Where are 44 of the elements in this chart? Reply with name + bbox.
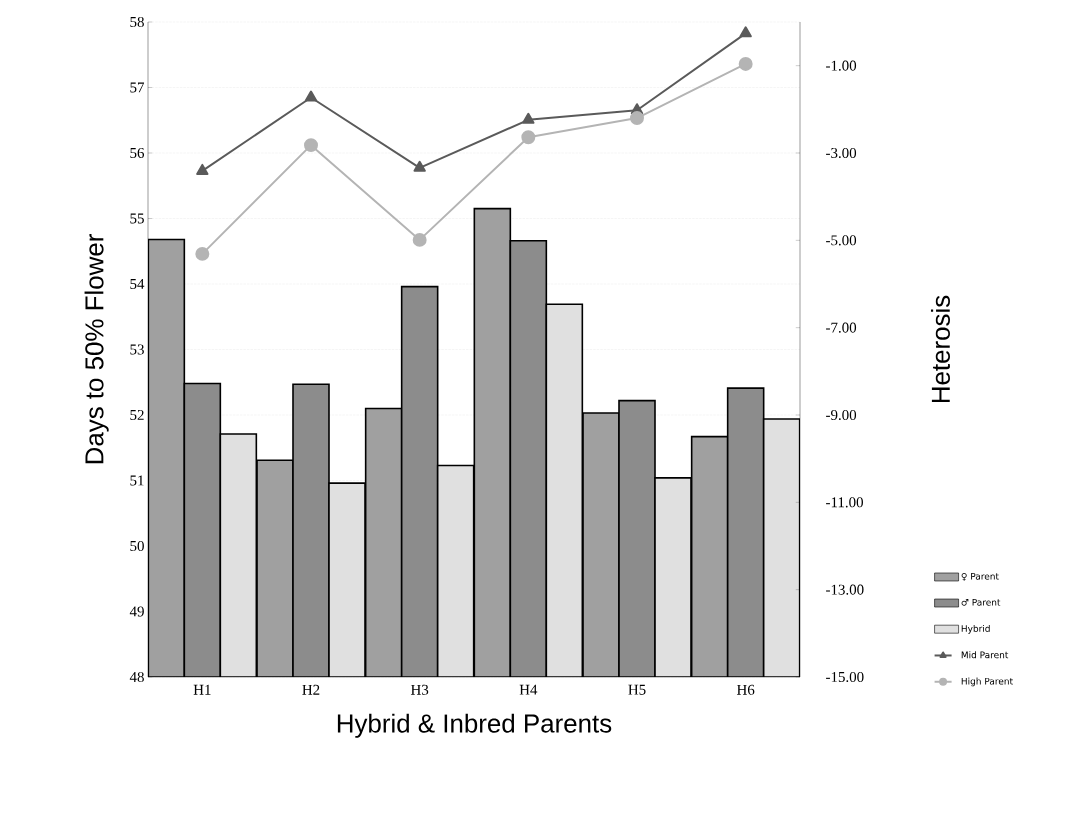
y2-tick-label: -7.00 bbox=[826, 322, 857, 333]
y2-tick-label: -3.00 bbox=[826, 147, 857, 159]
point bbox=[412, 232, 427, 247]
legend-label: ♀ Parent bbox=[961, 572, 999, 581]
y2-axis-title: Heterosis bbox=[930, 295, 950, 403]
y2-tick-label: -13.00 bbox=[826, 584, 864, 595]
legend-label: ♂ Parent bbox=[961, 599, 1001, 606]
y2-tick-label: -9.00 bbox=[826, 409, 857, 421]
legend-label: Mid Parent bbox=[961, 651, 1009, 659]
y-tick-label: 51 bbox=[130, 475, 144, 486]
x-tick-label: H3 bbox=[410, 684, 429, 695]
point bbox=[738, 56, 753, 71]
y-tick-label: 56 bbox=[130, 147, 145, 159]
y2-tick-label: -11.00 bbox=[826, 497, 863, 508]
y2-tick-label: -5.00 bbox=[826, 235, 857, 246]
point bbox=[304, 138, 318, 153]
point bbox=[413, 160, 426, 172]
point bbox=[195, 246, 210, 261]
y2-tick-label: -1.00 bbox=[826, 60, 857, 71]
point bbox=[739, 26, 752, 38]
y-tick-label: 49 bbox=[129, 606, 144, 617]
x-tick-label: H2 bbox=[302, 684, 320, 695]
point bbox=[304, 90, 318, 102]
legend-label: Hybrid bbox=[961, 625, 990, 634]
point bbox=[196, 163, 209, 175]
x-axis-title: Hybrid & Inbred Parents bbox=[337, 713, 612, 738]
x-tick-label: H5 bbox=[628, 684, 646, 695]
y-tick-label: 48 bbox=[129, 671, 144, 683]
y-tick-label: 58 bbox=[130, 16, 144, 28]
y-axis-title: Days to 50% Flower bbox=[84, 234, 109, 464]
y-tick-label: 53 bbox=[130, 344, 144, 355]
point bbox=[522, 112, 535, 124]
y-tick-label: 55 bbox=[130, 213, 144, 224]
x-tick-label: H6 bbox=[736, 684, 755, 695]
y-tick-label: 54 bbox=[130, 279, 145, 289]
point bbox=[521, 130, 536, 145]
y-tick-label: 57 bbox=[130, 82, 145, 93]
point bbox=[630, 111, 644, 126]
y2-tick-label: -15.00 bbox=[826, 671, 864, 683]
x-tick-label: H1 bbox=[193, 684, 211, 695]
y-tick-label: 50 bbox=[130, 540, 144, 552]
x-tick-label: H4 bbox=[519, 684, 538, 695]
legend-label: High Parent bbox=[961, 677, 1013, 687]
y-tick-label: 52 bbox=[130, 409, 144, 421]
